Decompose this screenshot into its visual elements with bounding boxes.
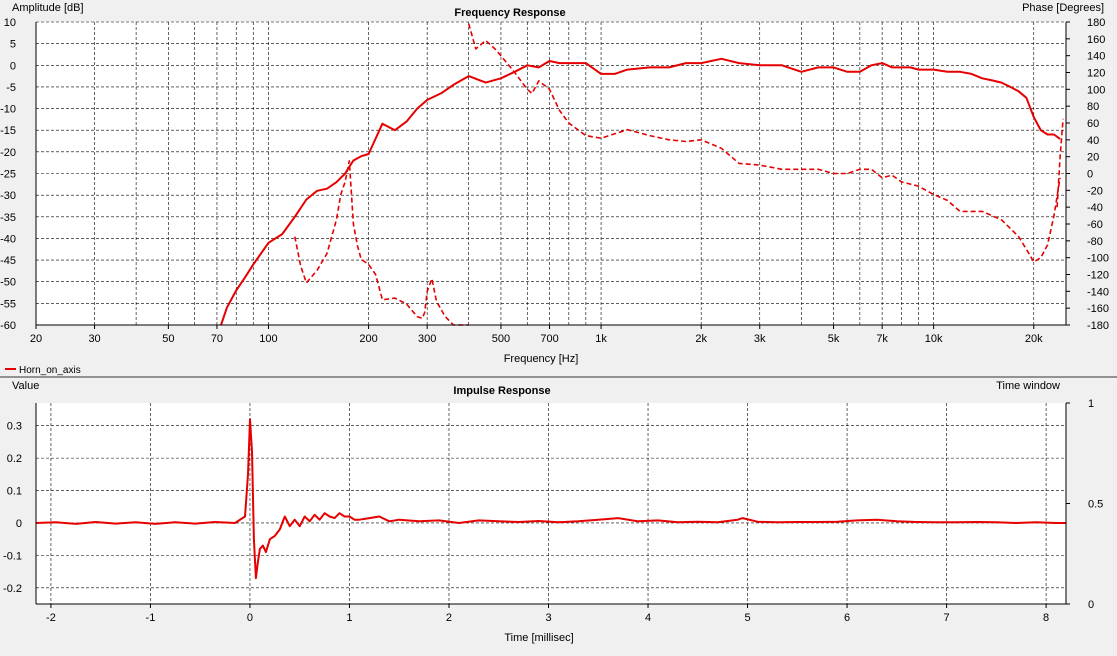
phase-series-line — [1056, 118, 1064, 208]
frequency-y2-tick-label: 0 — [1087, 169, 1093, 181]
impulse-y2-tick-label: 1 — [1088, 398, 1094, 410]
frequency-y-tick-label: -35 — [0, 212, 16, 224]
frequency-y2-tick-label: -80 — [1087, 236, 1103, 248]
frequency-y-tick-label: -5 — [6, 82, 16, 94]
frequency-y-tick-label: -20 — [0, 147, 16, 159]
legend: Horn_on_axis — [5, 365, 81, 376]
legend-entry: Horn_on_axis — [19, 365, 81, 376]
frequency-x-tick-label: 700 — [540, 333, 558, 345]
frequency-y2-tick-label: 60 — [1087, 118, 1099, 130]
impulse-chart-title: Impulse Response — [453, 385, 550, 397]
frequency-x-tick-label: 50 — [162, 333, 174, 345]
impulse-y-tick-label: 0.1 — [7, 486, 22, 498]
frequency-x-tick-label: 70 — [211, 333, 223, 345]
frequency-y-tick-label: -45 — [0, 255, 16, 267]
frequency-x-tick-label: 300 — [418, 333, 436, 345]
frequency-chart-title: Frequency Response — [454, 7, 565, 19]
impulse-y-tick-label: -0.2 — [3, 583, 22, 595]
impulse-y-axis-label: Value — [12, 380, 39, 392]
frequency-y2-tick-label: -140 — [1087, 286, 1109, 298]
frequency-y-tick-label: -15 — [0, 125, 16, 137]
frequency-x-tick-label: 100 — [259, 333, 277, 345]
impulse-x-tick-label: 3 — [545, 612, 551, 624]
frequency-y2-tick-label: 160 — [1087, 34, 1105, 46]
impulse-x-tick-label: 0 — [247, 612, 253, 624]
frequency-y-tick-label: 10 — [4, 17, 16, 29]
frequency-x-tick-label: 3k — [754, 333, 766, 345]
frequency-y-tick-label: -30 — [0, 190, 16, 202]
frequency-y-tick-label: -10 — [0, 104, 16, 116]
impulse-x-tick-label: 5 — [744, 612, 750, 624]
frequency-y2-tick-label: 140 — [1087, 51, 1105, 63]
impulse-y-tick-label: -0.1 — [3, 550, 22, 562]
frequency-x-tick-label: 5k — [828, 333, 840, 345]
frequency-y2-tick-label: 80 — [1087, 101, 1099, 113]
frequency-marks — [220, 23, 1064, 326]
frequency-y2-tick-label: -100 — [1087, 253, 1109, 265]
impulse-marks — [35, 418, 1066, 580]
frequency-y-tick-label: 5 — [10, 39, 16, 51]
frequency-y2-tick-label: -20 — [1087, 185, 1103, 197]
frequency-y2-tick-label: -160 — [1087, 303, 1109, 315]
frequency-x-axis-label: Frequency [Hz] — [504, 353, 579, 365]
frequency-y-axis-label: Amplitude [dB] — [12, 2, 84, 14]
frequency-x-tick-label: 2k — [695, 333, 707, 345]
frequency-x-tick-label: 20k — [1025, 333, 1043, 345]
frequency-y2-tick-label: 120 — [1087, 68, 1105, 80]
impulse-x-tick-label: 8 — [1043, 612, 1049, 624]
frequency-x-tick-label: 1k — [595, 333, 607, 345]
frequency-x-tick-label: 200 — [359, 333, 377, 345]
frequency-x-tick-label: 10k — [925, 333, 943, 345]
frequency-y-tick-label: -60 — [0, 320, 16, 332]
impulse-x-tick-label: 6 — [844, 612, 850, 624]
impulse-series-line — [35, 418, 1066, 580]
frequency-grid — [36, 21, 1066, 326]
impulse-x-tick-label: 7 — [944, 612, 950, 624]
frequency-response-panel: 20 30 50 70 100 200 300 500 700 1k 2k 3k 5k 7k 10k 20k1… — [0, 2, 1109, 365]
impulse-x-tick-label: 2 — [446, 612, 452, 624]
impulse-x-tick-label: 1 — [346, 612, 352, 624]
frequency-x-tick-label: 500 — [492, 333, 510, 345]
frequency-y-tick-label: -55 — [0, 298, 16, 310]
frequency-y2-axis-label: Phase [Degrees] — [1022, 2, 1104, 14]
frequency-y2-tick-label: -120 — [1087, 270, 1109, 282]
impulse-x-tick-label: -2 — [46, 612, 56, 624]
frequency-y2-tick-label: -40 — [1087, 202, 1103, 214]
impulse-response-panel: -2 -1 0 1 2 3 4 5 6 7 8 0.3 0.2 0.1 0 -0.1 -0.2 1 0.5 0 Imp… — [3, 380, 1103, 644]
impulse-x-tick-label: 4 — [645, 612, 651, 624]
frequency-tick-labels: 20 30 50 70 100 200 300 500 700 1k 2k 3k 5k 7k 10k 20k1… — [0, 17, 1109, 345]
impulse-x-axis-label: Time [millisec] — [504, 632, 573, 644]
impulse-y2-tick-label: 0 — [1088, 599, 1094, 611]
frequency-y2-tick-label: 40 — [1087, 135, 1099, 147]
frequency-x-tick-label: 7k — [876, 333, 888, 345]
phase-series-line — [294, 160, 469, 326]
frequency-x-tick-label: 20 — [30, 333, 42, 345]
frequency-y-tick-label: -50 — [0, 277, 16, 289]
impulse-tick-labels: -2 -1 0 1 2 3 4 5 6 7 8 0.3 0.2 0.1 0 -0.1 -0.2 1 0.5 0 — [3, 398, 1103, 624]
frequency-y2-tick-label: -60 — [1087, 219, 1103, 231]
impulse-y-tick-label: 0 — [16, 518, 22, 530]
impulse-y-tick-label: 0.2 — [7, 453, 22, 465]
amplitude-series-line — [220, 57, 1061, 326]
impulse-y-tick-label: 0.3 — [7, 421, 22, 433]
impulse-plot-area — [36, 403, 1066, 604]
impulse-y2-axis-label: Time window — [996, 380, 1060, 392]
impulse-x-tick-label: -1 — [146, 612, 156, 624]
frequency-y-tick-label: -40 — [0, 233, 16, 245]
frequency-x-tick-label: 30 — [88, 333, 100, 345]
frequency-y2-tick-label: 180 — [1087, 17, 1105, 29]
impulse-y2-tick-label: 0.5 — [1088, 499, 1103, 511]
frequency-y-tick-label: 0 — [10, 60, 16, 72]
frequency-y-tick-label: -25 — [0, 169, 16, 181]
frequency-y2-tick-label: 100 — [1087, 84, 1105, 96]
frequency-y2-tick-label: -180 — [1087, 320, 1109, 332]
phase-series-line — [467, 23, 1061, 263]
frequency-y2-tick-label: 20 — [1087, 152, 1099, 164]
